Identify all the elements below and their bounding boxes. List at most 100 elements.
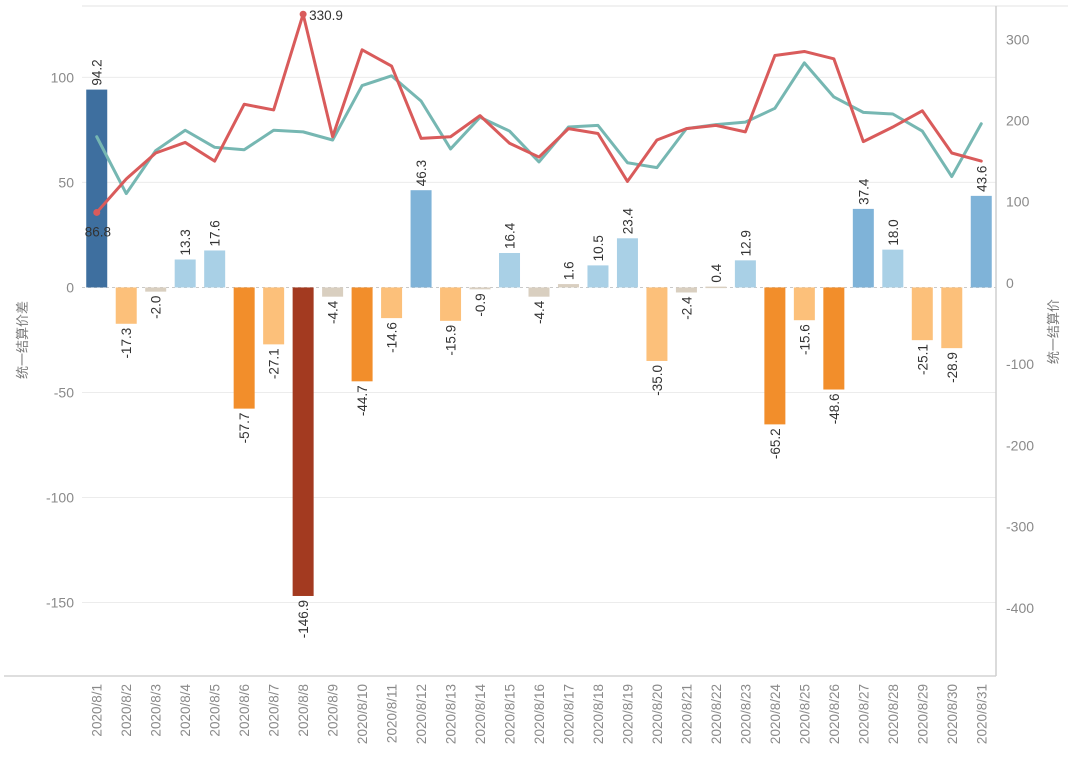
bar-value-label: -15.9	[444, 325, 459, 356]
bar	[793, 287, 815, 321]
series-line	[95, 12, 983, 214]
bar	[440, 287, 462, 321]
bar-value-label: 13.3	[178, 229, 193, 255]
data-labels: 94.2 -17.3 -2.0 13.3 17.6 -57.7 -27.1 -146.9 -4.…	[85, 8, 990, 638]
y-left-tick-label: 0	[66, 279, 74, 295]
y-right-tick-label: -100	[1006, 356, 1034, 372]
x-tick-label: 2020/8/2	[119, 684, 134, 737]
y-right-tick-label: 300	[1006, 31, 1030, 47]
bar	[852, 208, 874, 288]
x-tick-label: 2020/8/30	[945, 684, 960, 744]
bar-value-label: -2.0	[149, 296, 164, 319]
bar-value-label: -0.9	[473, 293, 488, 316]
y-right-tick-label: -400	[1006, 600, 1034, 616]
x-tick-label: 2020/8/24	[768, 684, 783, 745]
bar	[263, 287, 285, 345]
series-line	[95, 61, 983, 196]
x-tick-label: 2020/8/8	[296, 684, 311, 737]
bar	[410, 190, 432, 288]
x-tick-label: 2020/8/6	[237, 684, 252, 737]
bar	[764, 287, 786, 425]
bar-value-label: -57.7	[237, 413, 252, 444]
x-tick-label: 2020/8/22	[709, 684, 724, 744]
bar	[616, 238, 638, 288]
x-tick-label: 2020/8/18	[591, 684, 606, 744]
bar	[145, 287, 167, 292]
x-tick-label: 2020/8/31	[974, 684, 989, 744]
x-tick-label: 2020/8/5	[208, 684, 223, 737]
bar-value-label: 23.4	[620, 208, 635, 235]
y-left-tick-label: -150	[46, 594, 74, 610]
y-right-tick-label: -200	[1006, 437, 1034, 453]
bar-value-label: -28.9	[945, 352, 960, 383]
bar-value-label: 0.4	[709, 263, 724, 282]
x-tick-label: 2020/8/23	[738, 684, 753, 744]
bar-value-label: -27.1	[267, 348, 282, 379]
x-tick-label: 2020/8/14	[473, 684, 488, 745]
bar-value-label: -4.4	[532, 300, 547, 324]
bar-value-label: 37.4	[856, 178, 871, 205]
line-series	[93, 10, 983, 216]
y-right-axis-title: 统一结算价	[1046, 299, 1061, 364]
x-tick-label: 2020/8/17	[561, 684, 576, 744]
bar	[381, 287, 403, 319]
line-value-label: 330.9	[309, 8, 343, 23]
bar-value-label: -65.2	[768, 428, 783, 459]
bar	[941, 287, 963, 349]
x-tick-label: 2020/8/13	[444, 684, 459, 744]
x-tick-label: 2020/8/11	[385, 684, 400, 743]
bar-value-label: 1.6	[561, 261, 576, 280]
bar	[882, 249, 904, 288]
bar	[528, 287, 550, 297]
bar	[557, 284, 579, 288]
bar	[705, 286, 727, 289]
line-value-label: 86.8	[85, 224, 111, 239]
bar-value-label: -48.6	[827, 394, 842, 425]
x-tick-label: 2020/8/29	[915, 684, 930, 744]
axes: 100 50 0 -50 -100 -150 300 200 100 0 -100 -200 -300 -…	[4, 6, 1034, 744]
x-tick-label: 2020/8/28	[886, 684, 901, 744]
bar-value-label: -25.1	[915, 344, 930, 375]
bar-value-label: 12.9	[738, 230, 753, 256]
line-point-marker	[299, 10, 307, 18]
x-tick-label: 2020/8/26	[827, 684, 842, 744]
bar-value-label: 10.5	[591, 235, 606, 261]
x-tick-label: 2020/8/19	[620, 684, 635, 744]
x-tick-label: 2020/8/15	[503, 684, 518, 744]
x-tick-label: 2020/8/21	[679, 684, 694, 744]
x-tick-label: 2020/8/4	[178, 684, 193, 737]
bar-value-label: -2.4	[679, 296, 694, 320]
bar	[970, 195, 992, 288]
bar	[587, 265, 609, 288]
y-left-tick-label: -50	[54, 384, 74, 400]
x-tick-label: 2020/8/25	[797, 684, 812, 744]
x-tick-label: 2020/8/9	[326, 684, 341, 737]
y-right-tick-label: -300	[1006, 519, 1034, 535]
bar	[469, 287, 491, 290]
y-left-axis-title: 统一结算价差	[15, 301, 30, 379]
y-left-tick-label: 100	[51, 69, 75, 85]
bar-value-label: 94.2	[90, 59, 105, 85]
x-tick-label: 2020/8/27	[856, 684, 871, 744]
bar	[204, 250, 226, 288]
bar-value-label: 43.6	[974, 166, 989, 192]
bar	[646, 287, 668, 361]
bar-value-label: 16.4	[503, 222, 518, 249]
x-tick-label: 2020/8/20	[650, 684, 665, 744]
bar	[174, 259, 196, 288]
x-tick-label: 2020/8/3	[149, 684, 164, 737]
x-tick-label: 2020/8/16	[532, 684, 547, 744]
bar	[115, 287, 137, 324]
bar	[351, 287, 373, 382]
bar	[499, 252, 521, 288]
bar-value-label: -14.6	[385, 322, 400, 353]
bar-value-label: -35.0	[650, 365, 665, 396]
x-tick-label: 2020/8/7	[267, 684, 282, 737]
bar-value-label: -15.6	[797, 324, 812, 355]
y-right-tick-label: 200	[1006, 113, 1030, 129]
bar-value-label: -44.7	[355, 385, 370, 416]
bar	[911, 287, 933, 341]
bar	[675, 287, 697, 293]
bar	[823, 287, 845, 390]
